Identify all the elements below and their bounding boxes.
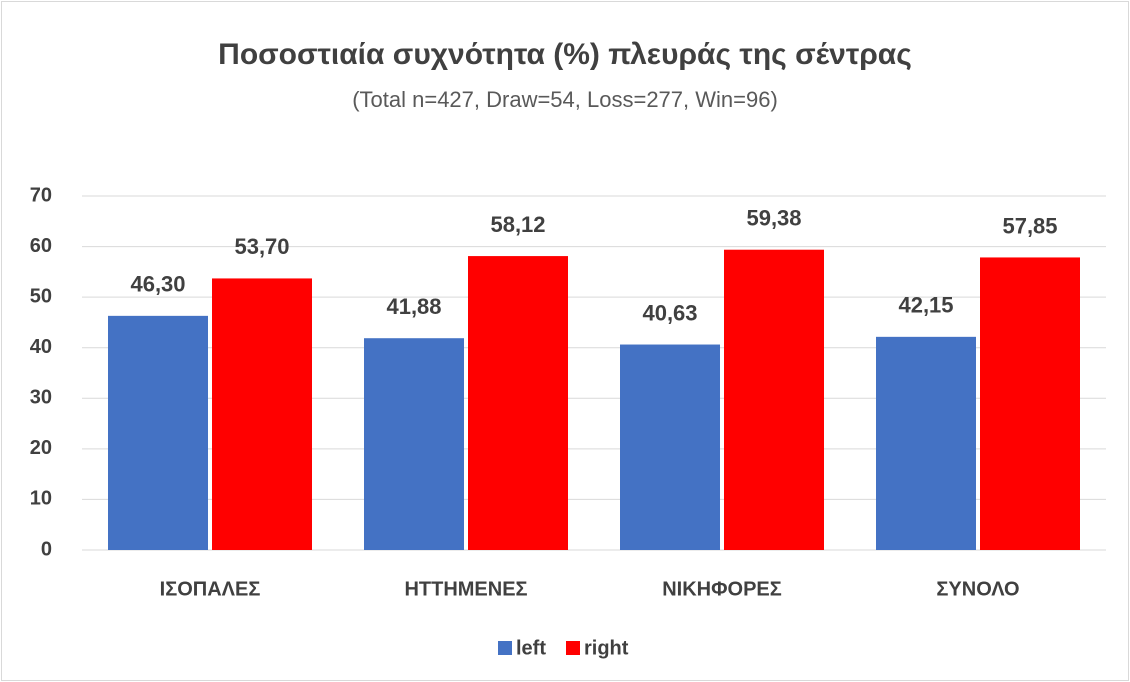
value-label: 41,88 bbox=[386, 294, 441, 319]
x-tick-label: ΙΣΟΠΑΛΕΣ bbox=[160, 578, 261, 600]
value-label: 42,15 bbox=[898, 293, 953, 318]
legend-swatch bbox=[566, 641, 580, 655]
value-label: 57,85 bbox=[1002, 213, 1057, 238]
value-label: 59,38 bbox=[746, 206, 801, 231]
legend-swatch bbox=[498, 641, 512, 655]
y-tick-label: 10 bbox=[30, 488, 52, 510]
x-tick-label: ΗΤΤΗΜΕΝΕΣ bbox=[404, 578, 527, 600]
bar bbox=[108, 315, 208, 550]
bar bbox=[876, 336, 976, 550]
x-tick-label: ΣΥΝΟΛΟ bbox=[936, 578, 1019, 600]
value-label: 53,70 bbox=[234, 234, 289, 259]
y-tick-label: 50 bbox=[30, 285, 52, 307]
y-tick-label: 40 bbox=[30, 336, 52, 358]
bar bbox=[468, 256, 568, 550]
y-tick-label: 30 bbox=[30, 387, 52, 409]
bar bbox=[620, 344, 720, 550]
value-label: 40,63 bbox=[642, 300, 697, 325]
bar bbox=[980, 257, 1080, 550]
legend-label: left bbox=[516, 637, 546, 659]
y-tick-label: 70 bbox=[30, 184, 52, 206]
y-tick-label: 60 bbox=[30, 235, 52, 257]
chart-title: Ποσοστιαία συχνότητα (%) πλευράς της σέν… bbox=[218, 38, 912, 71]
y-tick-label: 20 bbox=[30, 437, 52, 459]
x-tick-label: ΝΙΚΗΦΟΡΕΣ bbox=[662, 578, 782, 600]
chart-subtitle: (Total n=427, Draw=54, Loss=277, Win=96) bbox=[352, 87, 778, 112]
legend-label: right bbox=[584, 637, 629, 659]
value-label: 58,12 bbox=[490, 212, 545, 237]
bar bbox=[724, 249, 824, 551]
y-tick-label: 0 bbox=[41, 538, 52, 560]
bar bbox=[364, 338, 464, 550]
bar bbox=[212, 278, 312, 550]
value-label: 46,30 bbox=[130, 272, 185, 297]
